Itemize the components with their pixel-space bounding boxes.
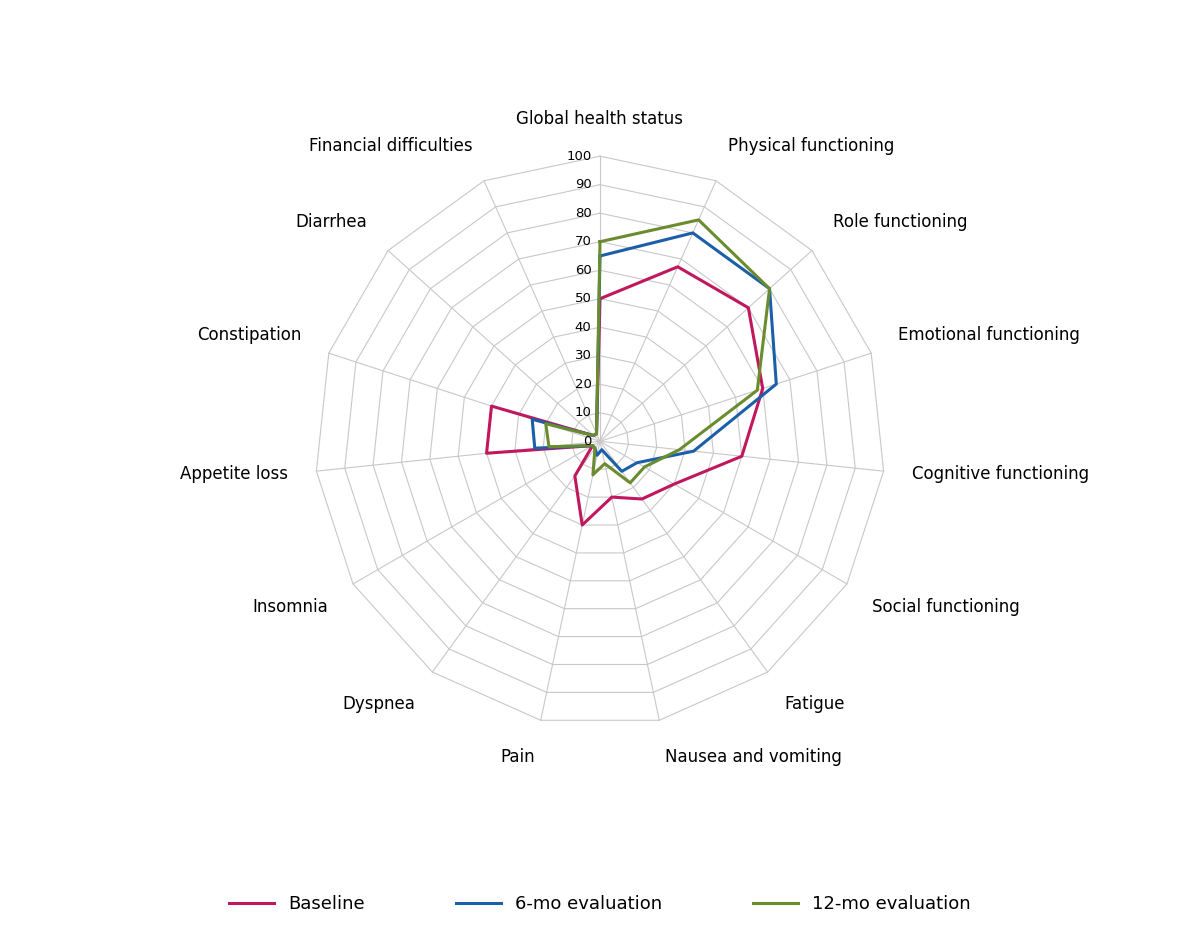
Text: Diarrhea: Diarrhea [295,213,367,231]
Text: 30: 30 [575,349,592,362]
Text: 0: 0 [583,435,592,448]
Text: Nausea and vomiting: Nausea and vomiting [665,748,842,766]
Text: Dyspnea: Dyspnea [343,695,415,713]
Text: Constipation: Constipation [197,327,301,345]
Text: Financial difficulties: Financial difficulties [308,137,473,155]
Text: Role functioning: Role functioning [833,213,967,231]
Text: 10: 10 [575,407,592,420]
Text: 60: 60 [575,264,592,277]
Text: Pain: Pain [500,748,535,766]
Text: Appetite loss: Appetite loss [180,465,288,484]
Text: 20: 20 [575,377,592,391]
Text: Insomnia: Insomnia [252,598,329,616]
Text: Cognitive functioning: Cognitive functioning [912,465,1090,484]
Text: 40: 40 [575,321,592,333]
Text: Fatigue: Fatigue [785,695,845,713]
Text: Physical functioning: Physical functioning [727,137,894,155]
Legend: Baseline, 6-mo evaluation, 12-mo evaluation: Baseline, 6-mo evaluation, 12-mo evaluat… [222,888,978,920]
Text: 80: 80 [575,207,592,220]
Text: Global health status: Global health status [516,110,684,128]
Text: 90: 90 [575,178,592,192]
Text: 70: 70 [575,235,592,248]
Text: Emotional functioning: Emotional functioning [899,327,1080,345]
Text: Social functioning: Social functioning [871,598,1020,616]
Text: 50: 50 [575,292,592,305]
Text: 100: 100 [566,149,592,162]
